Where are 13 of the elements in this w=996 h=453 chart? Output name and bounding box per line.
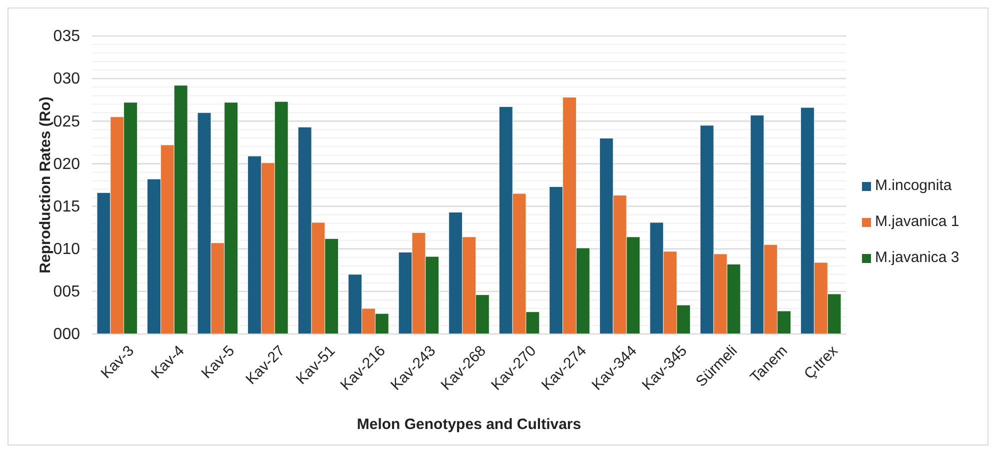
- y-axis-title: Reproduction Rates (Ro): [37, 96, 54, 274]
- y-tick-label: 005: [53, 284, 80, 301]
- legend-label: M.incognita: [875, 177, 952, 194]
- y-tick-label: 025: [53, 113, 80, 130]
- y-tick-label: 010: [53, 240, 80, 258]
- y-tick-label: 015: [53, 198, 80, 216]
- y-tick-label: 035: [53, 28, 80, 46]
- x-axis-title: Melon Genotypes and Cultivars: [356, 416, 582, 433]
- y-tick-label: 030: [53, 70, 80, 88]
- legend-label: M.javanica 1: [875, 213, 960, 230]
- y-tick-label: 020: [53, 156, 80, 173]
- legend-label: M.javanica 3: [875, 249, 960, 266]
- y-tick-label: 000: [53, 326, 80, 344]
